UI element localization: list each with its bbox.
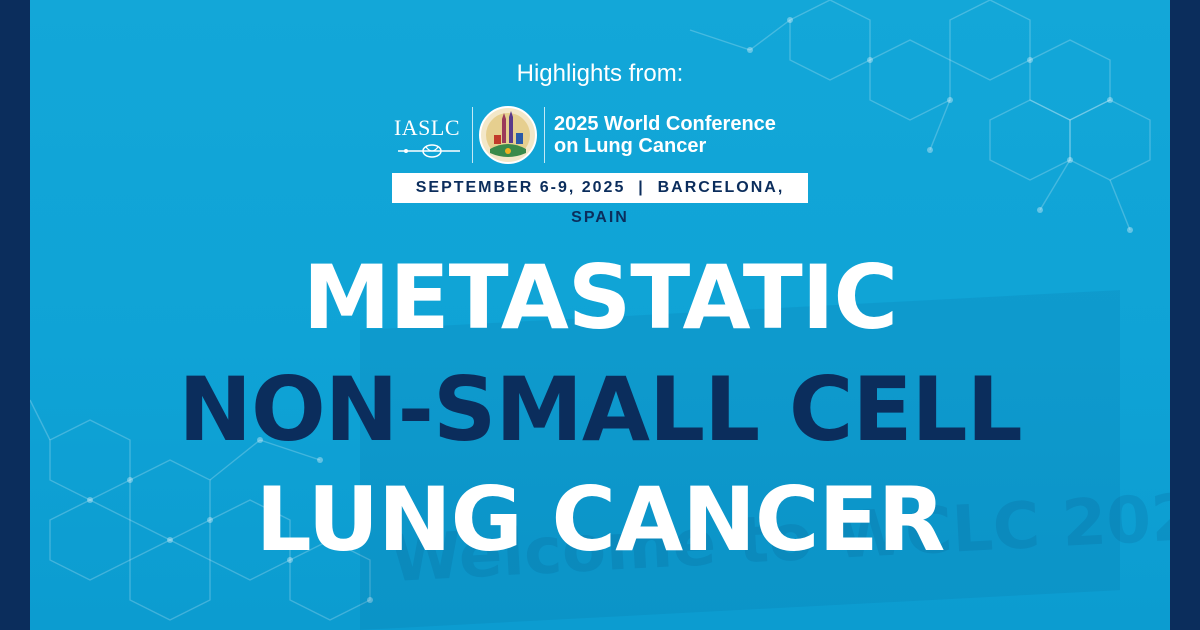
logo-divider (472, 107, 473, 163)
iaslc-logo-icon (398, 144, 460, 158)
iaslc-logo-text: IASLC (393, 115, 461, 140)
conference-logo: IASLC (390, 103, 830, 167)
molecule-network-icon (30, 0, 1151, 621)
conference-name: 2025 World Conference on Lung Cancer (554, 113, 834, 157)
headline-line-1: METASTATIC (302, 246, 898, 349)
date-location-bar: SEPTEMBER 6-9, 2025 | BARCELONA, SPAIN (392, 173, 808, 226)
conference-name-line2: on Lung Cancer (554, 135, 707, 157)
conference-location: BARCELONA, SPAIN (571, 179, 785, 226)
logo-divider (544, 107, 545, 163)
kicker-text: Highlights from: (516, 60, 684, 87)
conference-dates: SEPTEMBER 6-9, 2025 (415, 179, 626, 196)
headline-line-3: LUNG CANCER (255, 468, 946, 571)
conference-seal-icon (479, 106, 537, 164)
banner-content: Highlights from: IASLC (30, 0, 1170, 630)
headline-line-2: NON-SMALL CELL (178, 358, 1022, 461)
date-location-separator: | (638, 179, 645, 196)
conference-name-line1: 2025 World Conference (554, 113, 776, 135)
banner-panel: Welcome to WCLC 2025! Highlights from: I… (30, 0, 1170, 630)
